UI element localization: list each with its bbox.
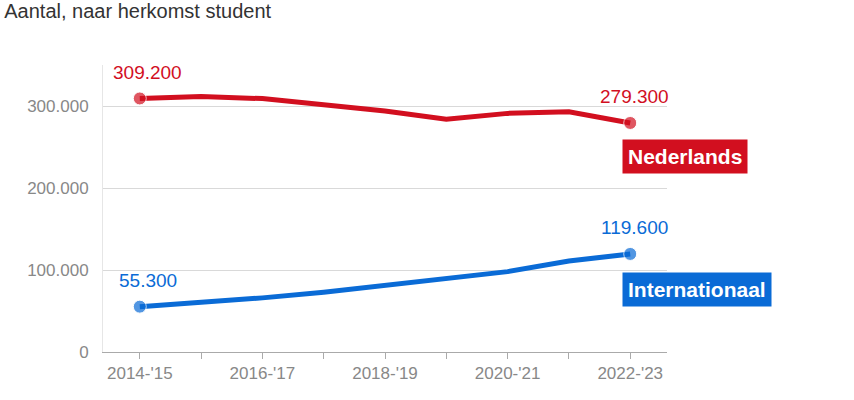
svg-text:2014-'15: 2014-'15	[107, 364, 173, 383]
svg-text:2022-'23: 2022-'23	[597, 364, 663, 383]
svg-text:100.000: 100.000	[27, 261, 88, 280]
svg-text:55.300: 55.300	[119, 270, 177, 291]
svg-text:2016-'17: 2016-'17	[230, 364, 296, 383]
svg-text:Internationaal: Internationaal	[628, 278, 766, 301]
svg-text:200.000: 200.000	[27, 179, 88, 198]
svg-text:Nederlands: Nederlands	[628, 145, 742, 168]
svg-text:Aantal, naar herkomst student: Aantal, naar herkomst student	[4, 0, 271, 22]
svg-text:2020-'21: 2020-'21	[475, 364, 541, 383]
svg-text:309.200: 309.200	[113, 62, 182, 83]
svg-text:0: 0	[79, 343, 88, 362]
svg-text:279.300: 279.300	[600, 86, 669, 107]
svg-text:119.600: 119.600	[601, 217, 668, 238]
svg-text:300.000: 300.000	[27, 97, 88, 116]
svg-text:2018-'19: 2018-'19	[352, 364, 418, 383]
